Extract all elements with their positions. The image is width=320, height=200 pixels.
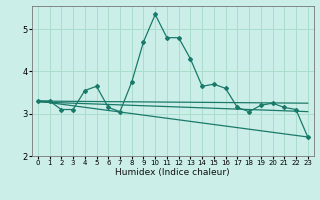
X-axis label: Humidex (Indice chaleur): Humidex (Indice chaleur): [116, 168, 230, 177]
